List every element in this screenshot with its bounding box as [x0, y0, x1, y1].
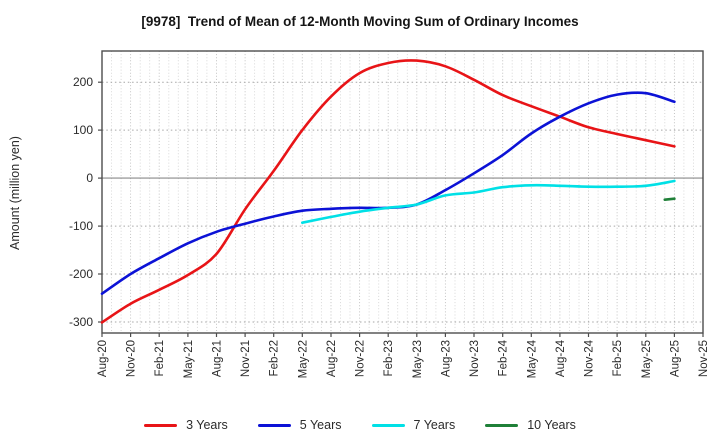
legend-line-icon	[485, 423, 519, 427]
legend-line-icon	[371, 423, 405, 427]
svg-text:0: 0	[86, 171, 93, 185]
legend-item-10-years: 10 Years	[485, 418, 576, 432]
svg-text:200: 200	[73, 75, 93, 89]
legend-item-5-years: 5 Years	[257, 418, 342, 432]
series-3-years	[100, 59, 676, 324]
legend-item-3-years: 3 Years	[144, 418, 228, 432]
svg-text:Feb-25: Feb-25	[612, 340, 624, 376]
svg-text:May-23: May-23	[412, 340, 424, 378]
x-tick-labels: Aug-20 Nov-20 Feb-21 May-21 Aug-21 Nov-21 Feb-…	[97, 339, 710, 378]
grid	[102, 51, 703, 333]
svg-text:Nov-25: Nov-25	[698, 340, 710, 377]
svg-text:May-21: May-21	[183, 340, 195, 378]
svg-text:Nov-22: Nov-22	[355, 340, 367, 377]
svg-text:Aug-24: Aug-24	[555, 339, 567, 377]
svg-text:Nov-23: Nov-23	[469, 340, 481, 377]
legend-label: 5 Years	[299, 418, 342, 432]
svg-text:Feb-21: Feb-21	[154, 340, 166, 376]
svg-text:-200: -200	[69, 267, 93, 281]
axes-frame	[98, 50, 704, 337]
svg-text:Aug-22: Aug-22	[326, 340, 338, 377]
series-10-years	[663, 197, 676, 201]
svg-text:Feb-23: Feb-23	[383, 340, 395, 376]
svg-text:Nov-24: Nov-24	[584, 339, 596, 377]
svg-text:Aug-20: Aug-20	[97, 340, 109, 377]
svg-text:100: 100	[73, 123, 93, 137]
series-7-years	[301, 179, 676, 224]
svg-text:Nov-20: Nov-20	[126, 340, 138, 377]
svg-text:Aug-23: Aug-23	[440, 340, 452, 377]
legend-line-icon	[144, 423, 178, 427]
svg-text:Aug-21: Aug-21	[212, 340, 224, 377]
legend-label: 10 Years	[527, 418, 576, 432]
legend-label: 7 Years	[413, 418, 456, 432]
y-tick-labels: 200 100 0 -100 -200 -300	[69, 75, 93, 329]
svg-text:May-25: May-25	[641, 340, 653, 378]
svg-text:-300: -300	[69, 315, 93, 329]
svg-text:Feb-24: Feb-24	[498, 339, 510, 376]
svg-text:May-24: May-24	[526, 339, 538, 378]
svg-text:-100: -100	[69, 219, 93, 233]
svg-text:Feb-22: Feb-22	[269, 340, 281, 376]
legend-item-7-years: 7 Years	[371, 418, 456, 432]
legend-label: 3 Years	[186, 418, 228, 432]
svg-text:Aug-25: Aug-25	[669, 340, 681, 377]
chart-title: [9978] Trend of Mean of 12-Month Moving …	[141, 14, 579, 29]
svg-text:Nov-21: Nov-21	[240, 340, 252, 377]
svg-text:May-22: May-22	[297, 340, 309, 378]
legend-line-icon	[257, 423, 291, 427]
chart-legend: 3 Years 5 Years 7 Years 10 Years	[0, 418, 720, 432]
